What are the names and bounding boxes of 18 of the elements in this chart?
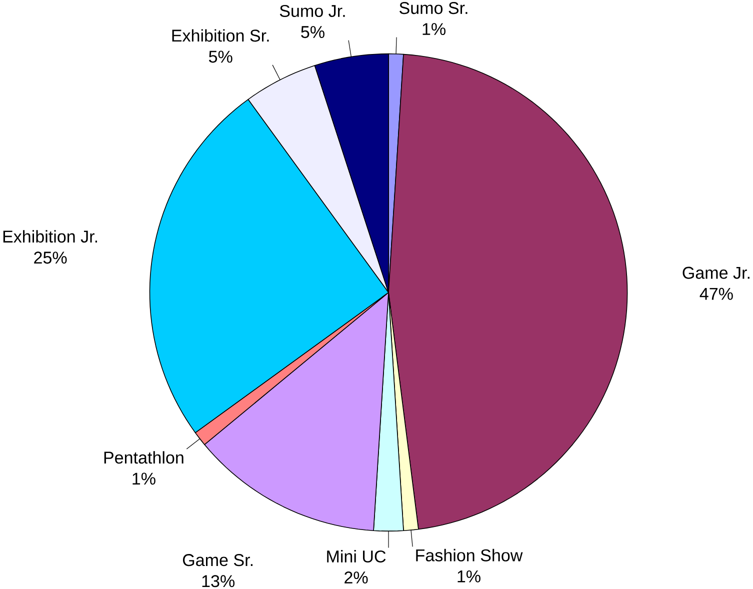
data-label: 47% [700, 288, 733, 300]
slice-label: Sumo Jr. [280, 4, 345, 17]
slice-label: Game Jr. [682, 266, 750, 279]
data-label: 5% [301, 26, 324, 38]
slice-label: Exhibition Sr. [172, 29, 269, 42]
slice-label: Pentathlon [104, 451, 184, 464]
data-label: 2% [344, 571, 368, 584]
data-label: 1% [132, 472, 156, 485]
slice-label: Exhibition Jr. [3, 230, 98, 243]
data-label: 25% [34, 252, 67, 264]
slice-label: Fashion Show [416, 548, 523, 562]
slice-label: Game Sr. [182, 554, 252, 566]
slice-label: Mini UC [327, 550, 386, 562]
slice-label: Sumo Sr. [400, 2, 468, 14]
data-label: 1% [458, 570, 480, 582]
data-label: 13% [202, 575, 235, 588]
data-label: 5% [208, 50, 232, 63]
data-label: 1% [422, 23, 446, 35]
